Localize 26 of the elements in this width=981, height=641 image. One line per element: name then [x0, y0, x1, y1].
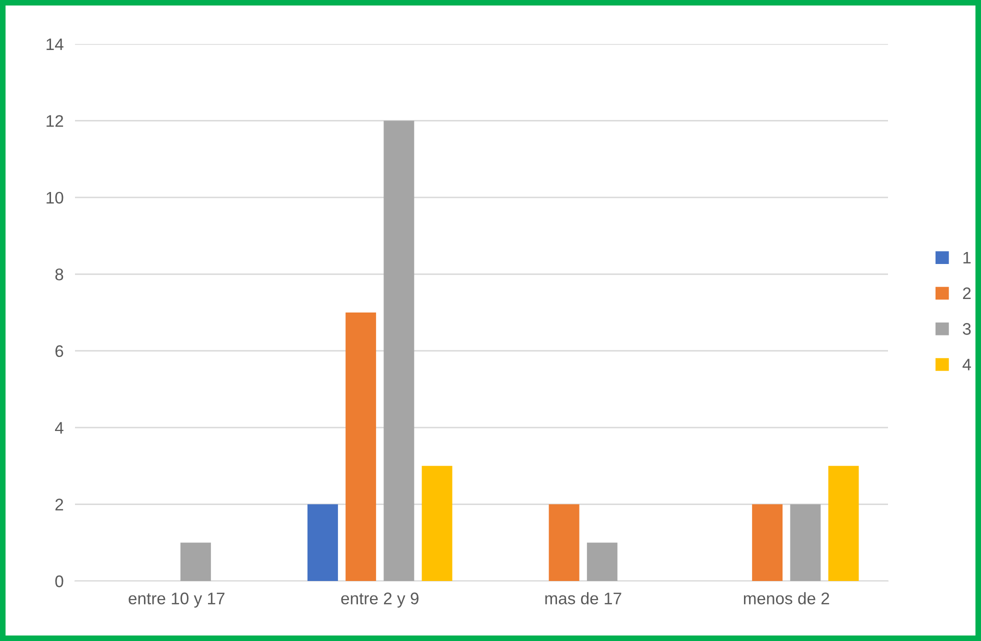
y-tick-label: 4: [55, 422, 64, 434]
bar: [384, 120, 414, 581]
y-tick-label: 2: [55, 498, 64, 510]
y-tick-label: 12: [46, 115, 64, 127]
y-tick-label: 0: [55, 575, 64, 588]
y-tick-label: 8: [55, 268, 64, 280]
bar: [346, 312, 376, 581]
x-tick-label: entre 10 y 17: [128, 592, 224, 608]
bar: [422, 466, 452, 581]
bar: [790, 504, 821, 581]
bar: [180, 542, 211, 581]
x-tick-label: entre 2 y 9: [341, 592, 418, 608]
x-tick-label: menos de 2: [744, 592, 830, 604]
legend-label: 3: [962, 323, 971, 335]
legend-label: 2: [963, 287, 971, 300]
bar: [307, 504, 338, 581]
bar: [586, 542, 618, 581]
bar: [548, 504, 580, 581]
bar: [828, 466, 859, 581]
bar: [752, 504, 783, 581]
legend-label: 4: [962, 358, 971, 370]
y-tick-label: 14: [46, 38, 64, 50]
y-tick-label: 10: [46, 192, 64, 204]
x-tick-label: mas de 17: [545, 592, 622, 604]
legend-label: 1: [963, 252, 971, 264]
y-tick-label: 6: [55, 345, 64, 358]
